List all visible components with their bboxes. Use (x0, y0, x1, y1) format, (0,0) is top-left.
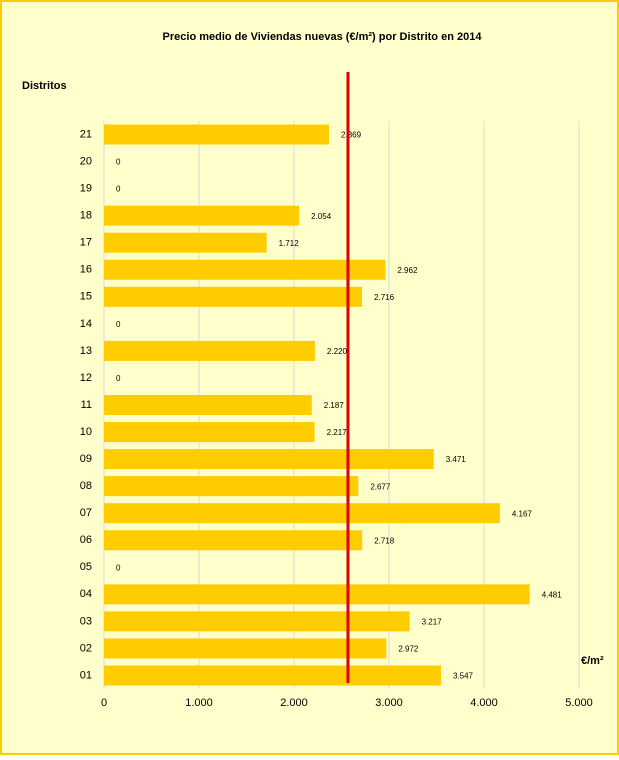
value-label: 2.972 (398, 645, 419, 654)
value-label: 2.718 (374, 536, 395, 545)
y-tick-label: 12 (80, 372, 92, 384)
y-tick-label: 17 (80, 237, 92, 249)
y-tick-label: 16 (80, 264, 92, 276)
value-label: 2.054 (311, 212, 332, 221)
bar (104, 422, 315, 443)
bar (104, 530, 363, 551)
bar (104, 503, 500, 524)
y-tick-label: 07 (80, 507, 92, 519)
value-label: 4.481 (542, 590, 563, 599)
y-tick-label: 08 (80, 480, 92, 492)
bar (104, 259, 386, 280)
value-label: 0 (116, 185, 121, 194)
y-tick-label: 13 (80, 345, 92, 357)
bar (104, 232, 267, 253)
x-tick-label: 4.000 (470, 697, 498, 709)
y-tick-label: 10 (80, 426, 92, 438)
y-tick-label: 06 (80, 534, 92, 546)
value-label: 3.471 (446, 455, 467, 464)
value-label: 2.962 (397, 266, 418, 275)
value-label: 2.217 (327, 428, 348, 437)
x-axis-label: €/m² (581, 655, 604, 667)
value-label: 0 (116, 320, 121, 329)
value-label: 4.167 (512, 509, 533, 518)
value-label: 0 (116, 563, 121, 572)
y-tick-label: 19 (80, 183, 92, 195)
y-tick-label: 09 (80, 453, 92, 465)
value-label: 3.547 (453, 672, 474, 681)
y-tick-label: 11 (81, 399, 92, 411)
bar (104, 449, 434, 470)
bar (104, 476, 359, 497)
y-tick-label: 01 (80, 669, 92, 681)
y-tick-label: 20 (80, 155, 92, 167)
value-label: 2.220 (327, 347, 348, 356)
chart-title: Precio medio de Viviendas nuevas (€/m²) … (163, 31, 483, 43)
bar (104, 584, 530, 605)
bar (104, 124, 330, 145)
y-tick-label: 14 (80, 318, 92, 330)
bar (104, 205, 300, 226)
x-tick-label: 3.000 (375, 697, 403, 709)
value-label: 3.217 (422, 617, 443, 626)
bar (104, 611, 410, 632)
value-label: 2.369 (341, 131, 362, 140)
value-label: 2.677 (370, 482, 391, 491)
bar (104, 286, 363, 307)
value-label: 0 (116, 158, 121, 167)
x-tick-label: 2.000 (280, 697, 308, 709)
y-axis-label: Distritos (22, 80, 67, 92)
value-label: 2.716 (374, 293, 395, 302)
value-label: 1.712 (279, 239, 300, 248)
x-tick-label: 1.000 (185, 697, 213, 709)
value-label: 0 (116, 374, 121, 383)
y-tick-label: 02 (80, 642, 92, 654)
bar (104, 638, 387, 659)
y-tick-label: 05 (80, 561, 92, 573)
bar (104, 665, 441, 686)
y-tick-label: 04 (80, 588, 92, 600)
y-tick-label: 03 (80, 615, 92, 627)
y-tick-label: 15 (80, 291, 92, 303)
bar (104, 395, 312, 415)
x-tick-label: 0 (101, 697, 107, 709)
y-tick-label: 21 (80, 128, 92, 140)
value-label: 2.187 (324, 401, 345, 410)
bar (104, 340, 315, 361)
x-tick-label: 5.000 (565, 697, 593, 709)
y-tick-label: 18 (80, 210, 92, 222)
